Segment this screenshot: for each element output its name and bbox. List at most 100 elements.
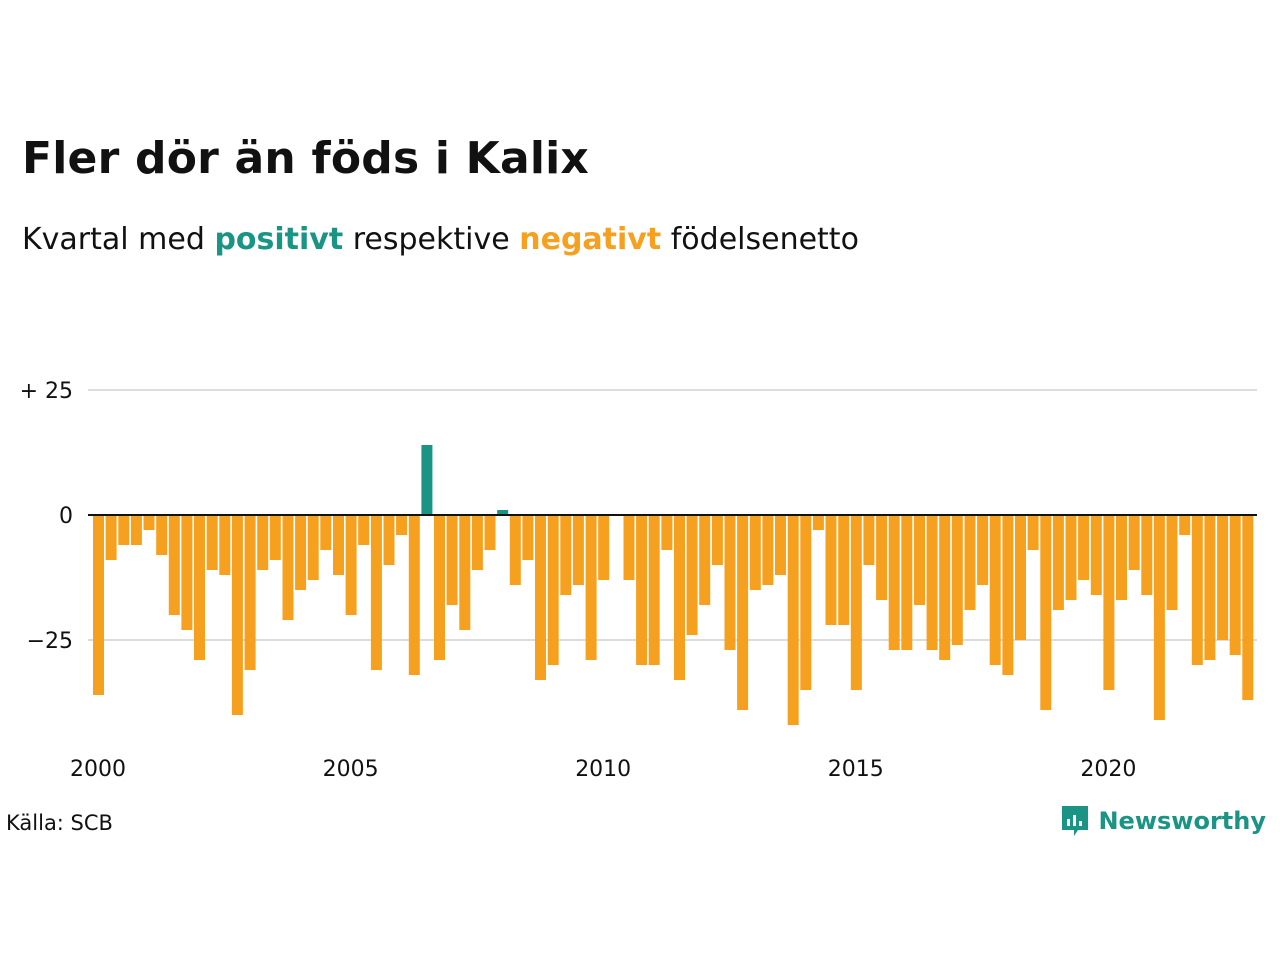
bar xyxy=(93,515,104,695)
x-tick-label: 2000 xyxy=(70,757,126,782)
bar xyxy=(231,515,243,715)
bar xyxy=(396,515,408,535)
bar xyxy=(143,515,155,530)
x-tick-label: 2005 xyxy=(323,757,379,782)
bar xyxy=(939,515,951,660)
bar xyxy=(572,515,584,585)
bar xyxy=(471,515,483,570)
bar xyxy=(825,515,837,625)
bar xyxy=(1242,515,1254,700)
bar xyxy=(257,515,269,570)
bar xyxy=(598,515,610,580)
bar xyxy=(838,515,850,625)
bar xyxy=(181,515,193,630)
subtitle-suffix: födelsenetto xyxy=(670,222,859,257)
bar xyxy=(1116,515,1127,600)
bar xyxy=(1090,515,1102,595)
bar xyxy=(168,515,180,615)
bar xyxy=(1040,515,1052,710)
brand-name: Newsworthy xyxy=(1098,807,1266,835)
bar xyxy=(370,515,382,670)
subtitle-negative: negativt xyxy=(519,222,662,257)
subtitle-middle: respektive xyxy=(352,222,510,257)
bar xyxy=(244,515,256,670)
bar xyxy=(686,515,698,635)
x-tick-label: 2010 xyxy=(575,757,631,782)
bar xyxy=(156,515,168,555)
bar xyxy=(977,515,989,585)
bar xyxy=(762,515,774,585)
bar xyxy=(888,515,900,650)
bar xyxy=(1179,515,1191,535)
source-note: Källa: SCB xyxy=(6,811,113,835)
brand-logo: Newsworthy xyxy=(1060,804,1266,838)
bar xyxy=(699,515,711,605)
bar xyxy=(1052,515,1064,610)
bar xyxy=(219,515,231,575)
bar xyxy=(812,515,824,530)
bar xyxy=(118,515,130,545)
bar xyxy=(648,515,660,665)
bar xyxy=(724,515,736,650)
bar xyxy=(775,515,786,575)
bar xyxy=(800,515,812,690)
bar xyxy=(497,510,509,515)
bar xyxy=(951,515,963,645)
bar xyxy=(749,515,761,590)
bar xyxy=(661,515,673,550)
subtitle-prefix: Kvartal med xyxy=(22,222,205,257)
bar xyxy=(674,515,685,680)
bar xyxy=(560,515,572,595)
bar xyxy=(585,515,597,660)
bar xyxy=(1002,515,1014,675)
bar xyxy=(1217,515,1229,640)
bar xyxy=(901,515,913,650)
bar xyxy=(926,515,938,650)
bar xyxy=(1204,515,1216,660)
y-tick-label: −25 xyxy=(27,629,73,654)
bar xyxy=(484,515,496,550)
bar xyxy=(787,515,799,725)
bar xyxy=(295,515,307,590)
bar xyxy=(434,515,445,660)
bar xyxy=(522,515,534,560)
y-tick-label: 0 xyxy=(59,504,73,529)
x-tick-label: 2020 xyxy=(1080,757,1136,782)
bar xyxy=(876,515,888,600)
bar xyxy=(333,515,344,575)
bar xyxy=(964,515,976,610)
bar xyxy=(459,515,471,630)
bar xyxy=(1027,515,1039,550)
x-tick-label: 2015 xyxy=(828,757,884,782)
bar xyxy=(1191,515,1203,665)
bar xyxy=(1153,515,1165,720)
bar xyxy=(446,515,458,605)
bar xyxy=(1141,515,1153,595)
bar xyxy=(850,515,862,690)
bar xyxy=(105,515,117,560)
bar xyxy=(320,515,332,550)
bar xyxy=(535,515,546,680)
bar xyxy=(863,515,875,565)
bar xyxy=(282,515,294,620)
bar xyxy=(206,515,218,570)
bar xyxy=(421,445,433,515)
chart-subtitle: Kvartal med positivt respektive negativt… xyxy=(22,222,859,257)
bar xyxy=(194,515,205,660)
bar xyxy=(636,515,648,665)
subtitle-positive: positivt xyxy=(214,222,344,257)
bar xyxy=(623,515,635,580)
bar xyxy=(408,515,420,675)
bar xyxy=(307,515,319,580)
bar xyxy=(547,515,559,665)
bar xyxy=(1103,515,1115,690)
bar xyxy=(1166,515,1178,610)
bar xyxy=(1065,515,1077,600)
bar xyxy=(345,515,357,615)
bar xyxy=(383,515,395,565)
bar xyxy=(358,515,370,545)
chart-title: Fler dör än föds i Kalix xyxy=(22,133,589,184)
bar xyxy=(130,515,142,545)
bar xyxy=(914,515,925,605)
